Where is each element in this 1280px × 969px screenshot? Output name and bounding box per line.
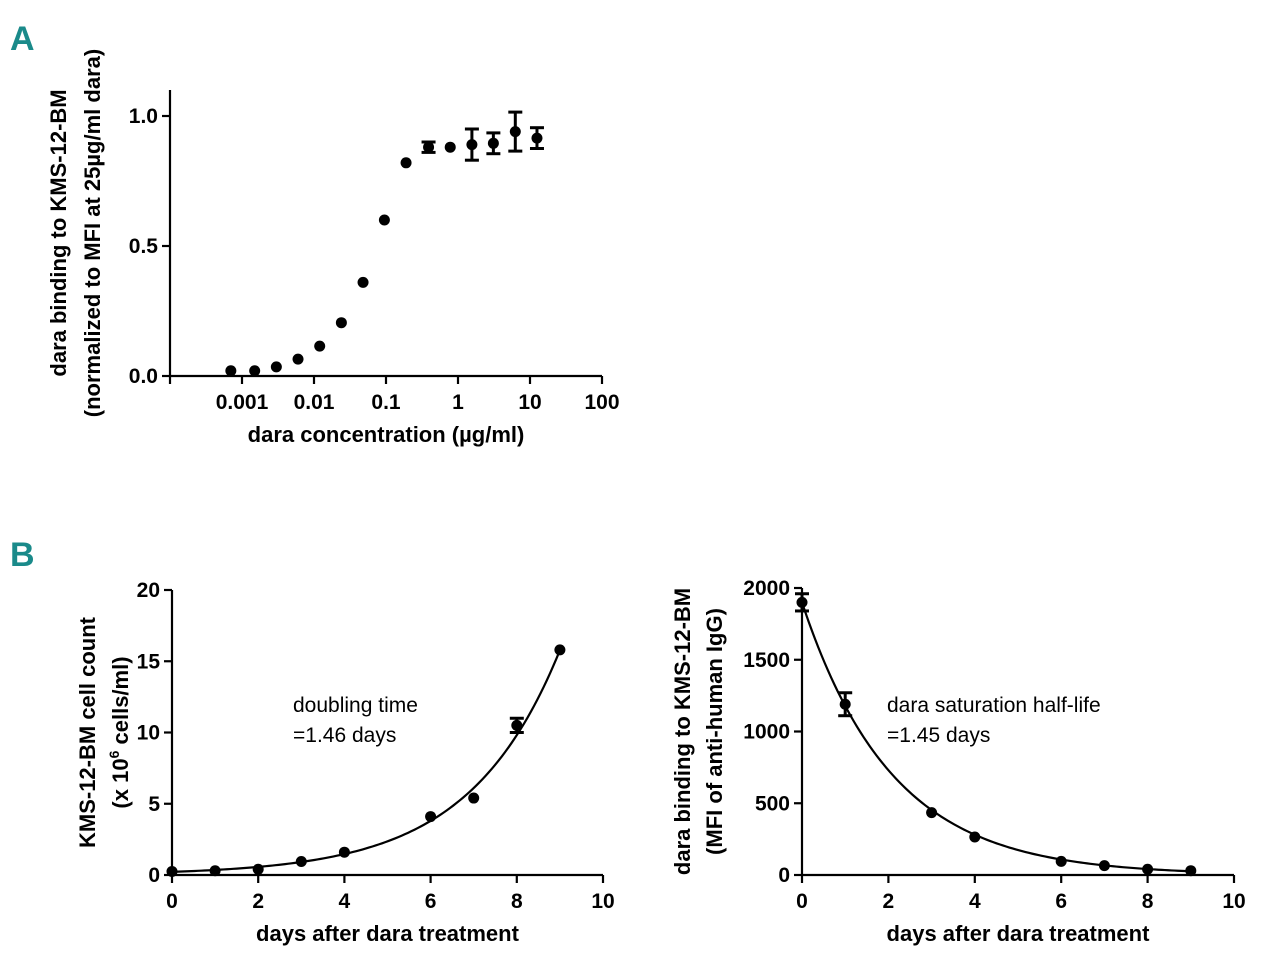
data-point — [1098, 860, 1110, 872]
data-point — [796, 596, 808, 608]
data-point — [466, 139, 478, 151]
panel-b-left-xlabel: days after dara treatment — [256, 921, 520, 946]
fit-curve — [800, 601, 1191, 873]
data-point — [487, 137, 499, 149]
x-tick-label: 10 — [518, 391, 541, 414]
data-point — [425, 811, 437, 823]
ylabel-superscript: 6 — [106, 750, 122, 758]
data-point — [969, 831, 981, 843]
y-tick-label: 1.0 — [129, 105, 158, 128]
y-tick-label: 10 — [137, 722, 160, 745]
x-tick-label: 4 — [339, 890, 351, 913]
doubling-time-annotation-line1: doubling time — [293, 694, 418, 717]
data-point — [225, 365, 237, 377]
x-tick-label: 0 — [166, 890, 178, 913]
half-life-annotation-line1: dara saturation half-life — [887, 694, 1101, 717]
data-point — [423, 141, 435, 153]
panel-b-left-chart: KMS-12-BM cell count (x 106 cells/ml) da… — [75, 579, 615, 946]
y-tick-label: 0 — [148, 864, 160, 887]
panel-a-ylabel-line1: dara binding to KMS-12-BM — [46, 89, 71, 376]
x-tick-label: 0.01 — [294, 391, 335, 414]
x-tick-label: 8 — [1142, 890, 1154, 913]
panel-b-left-ylabel-line2: (x 106 cells/ml) — [106, 656, 133, 808]
x-tick-label: 100 — [584, 391, 619, 414]
y-tick-label: 0.0 — [129, 365, 158, 388]
x-tick-label: 0.1 — [371, 391, 401, 414]
y-tick-label: 1500 — [743, 649, 790, 672]
data-point — [292, 353, 304, 365]
x-tick-label: 8 — [511, 890, 523, 913]
panel-a-ylabel-line2: (normalized to MFI at 25µg/ml dara) — [80, 49, 105, 417]
data-point — [400, 157, 412, 169]
y-tick-label: 1000 — [743, 721, 790, 744]
panel-a-xlabel: dara concentration (µg/ml) — [248, 422, 525, 447]
data-point — [444, 141, 456, 153]
data-point — [468, 792, 480, 804]
panel-b-right-ylabel-line2: (MFI of anti-human IgG) — [702, 608, 727, 855]
y-tick-label: 15 — [137, 650, 161, 673]
fit-curve — [171, 649, 561, 873]
panel-label-a: A — [10, 20, 35, 58]
panel-b-right-chart: dara binding to KMS-12-BM (MFI of anti-h… — [670, 577, 1246, 946]
panel-label-b: B — [10, 536, 35, 574]
data-point — [1185, 865, 1197, 877]
y-tick-label: 0 — [778, 864, 790, 887]
data-point — [1142, 863, 1154, 875]
x-tick-label: 2 — [883, 890, 895, 913]
ylabel-pre: (x 10 — [108, 758, 133, 808]
data-point — [531, 132, 543, 144]
data-point — [926, 807, 938, 819]
panel-b-left-ylabel-line1: KMS-12-BM cell count — [75, 616, 100, 848]
x-tick-label: 0.001 — [216, 391, 269, 414]
ylabel-post: cells/ml) — [108, 656, 133, 750]
y-tick-label: 5 — [148, 793, 160, 816]
data-point — [509, 126, 521, 138]
data-point — [1055, 855, 1067, 867]
panel-b-right-ylabel-line1: dara binding to KMS-12-BM — [670, 588, 695, 875]
data-point — [357, 276, 369, 288]
data-point — [839, 698, 851, 710]
y-tick-label: 0.5 — [129, 235, 159, 258]
x-tick-label: 4 — [969, 890, 981, 913]
data-point — [511, 719, 523, 731]
data-point — [270, 361, 282, 373]
panel-b-right-xlabel: days after dara treatment — [887, 921, 1151, 946]
y-tick-label: 500 — [755, 792, 790, 815]
data-point — [249, 365, 261, 377]
y-tick-label: 20 — [137, 579, 160, 602]
data-point — [378, 214, 390, 226]
data-point — [209, 865, 221, 877]
data-point — [335, 317, 347, 329]
half-life-annotation-line2: =1.45 days — [887, 724, 990, 747]
x-tick-label: 6 — [425, 890, 437, 913]
doubling-time-annotation-line2: =1.46 days — [293, 724, 396, 747]
y-tick-label: 2000 — [743, 577, 790, 600]
data-point — [554, 644, 566, 656]
data-point — [295, 855, 307, 867]
data-point — [166, 865, 178, 877]
panel-a-chart: dara binding to KMS-12-BM (normalized to… — [46, 49, 620, 447]
data-point — [252, 863, 264, 875]
x-tick-label: 6 — [1055, 890, 1067, 913]
x-tick-label: 0 — [796, 890, 808, 913]
x-tick-label: 1 — [452, 391, 464, 414]
x-tick-label: 10 — [1222, 890, 1245, 913]
x-tick-label: 10 — [591, 890, 614, 913]
data-point — [314, 340, 326, 352]
x-tick-label: 2 — [252, 890, 264, 913]
data-point — [338, 846, 350, 858]
